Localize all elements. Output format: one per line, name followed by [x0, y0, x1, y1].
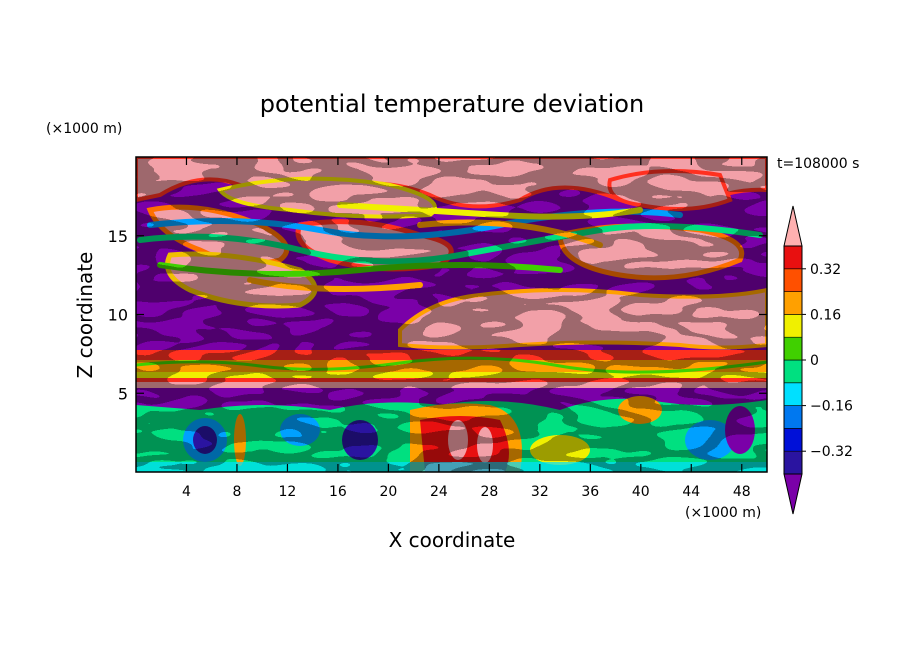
x-axis: 4 8 12 16 20 24 28 32 36 40 44 48	[182, 157, 751, 500]
x-tick-label: 16	[329, 484, 347, 500]
x-tick-label: 44	[682, 484, 700, 500]
colorbar-band	[783, 428, 803, 452]
colorbar-tick-label: 0.32	[810, 262, 841, 278]
colorbar-band	[783, 359, 803, 384]
colorbar-tick-label: 0	[810, 353, 819, 369]
x-unit-label: (×1000 m)	[685, 505, 761, 521]
x-tick-label: 12	[279, 484, 297, 500]
x-tick-label: 36	[581, 484, 599, 500]
colorbar-band	[783, 382, 803, 406]
colorbar-tick-label: 0.16	[810, 307, 841, 323]
colorbar-band	[783, 245, 803, 270]
colorbar-min-triangle	[783, 473, 803, 515]
colorbar-band	[783, 314, 803, 338]
y-axis: 5 10 15	[108, 227, 767, 403]
colorbar-band	[783, 405, 803, 429]
colorbar: 0.32 0.16 0 −0.16 −0.32	[783, 205, 853, 515]
colorbar-band	[783, 268, 803, 292]
x-tick-label: 28	[480, 484, 498, 500]
time-label: t=108000 s	[777, 156, 859, 172]
x-tick-label: 40	[632, 484, 650, 500]
colorbar-tick-label: −0.32	[810, 444, 853, 460]
x-axis-label: X coordinate	[389, 528, 516, 552]
chart-title: potential temperature deviation	[260, 90, 644, 118]
colorbar-band	[783, 291, 803, 315]
x-tick-label: 32	[531, 484, 549, 500]
x-tick-label: 8	[232, 484, 241, 500]
x-tick-label: 20	[379, 484, 397, 500]
colorbar-band	[783, 450, 803, 475]
y-unit-label: (×1000 m)	[46, 121, 122, 137]
colorbar-band	[783, 336, 803, 361]
y-axis-label: Z coordinate	[73, 252, 97, 379]
x-tick-label: 24	[430, 484, 448, 500]
x-tick-label: 4	[182, 484, 191, 500]
y-tick-label: 10	[108, 306, 128, 325]
y-tick-label: 5	[118, 384, 128, 403]
colorbar-tick-label: −0.16	[810, 399, 853, 415]
x-tick-label: 48	[733, 484, 751, 500]
y-tick-label: 15	[108, 227, 128, 246]
plot-area	[136, 157, 767, 472]
colorbar-max-triangle	[783, 205, 803, 247]
